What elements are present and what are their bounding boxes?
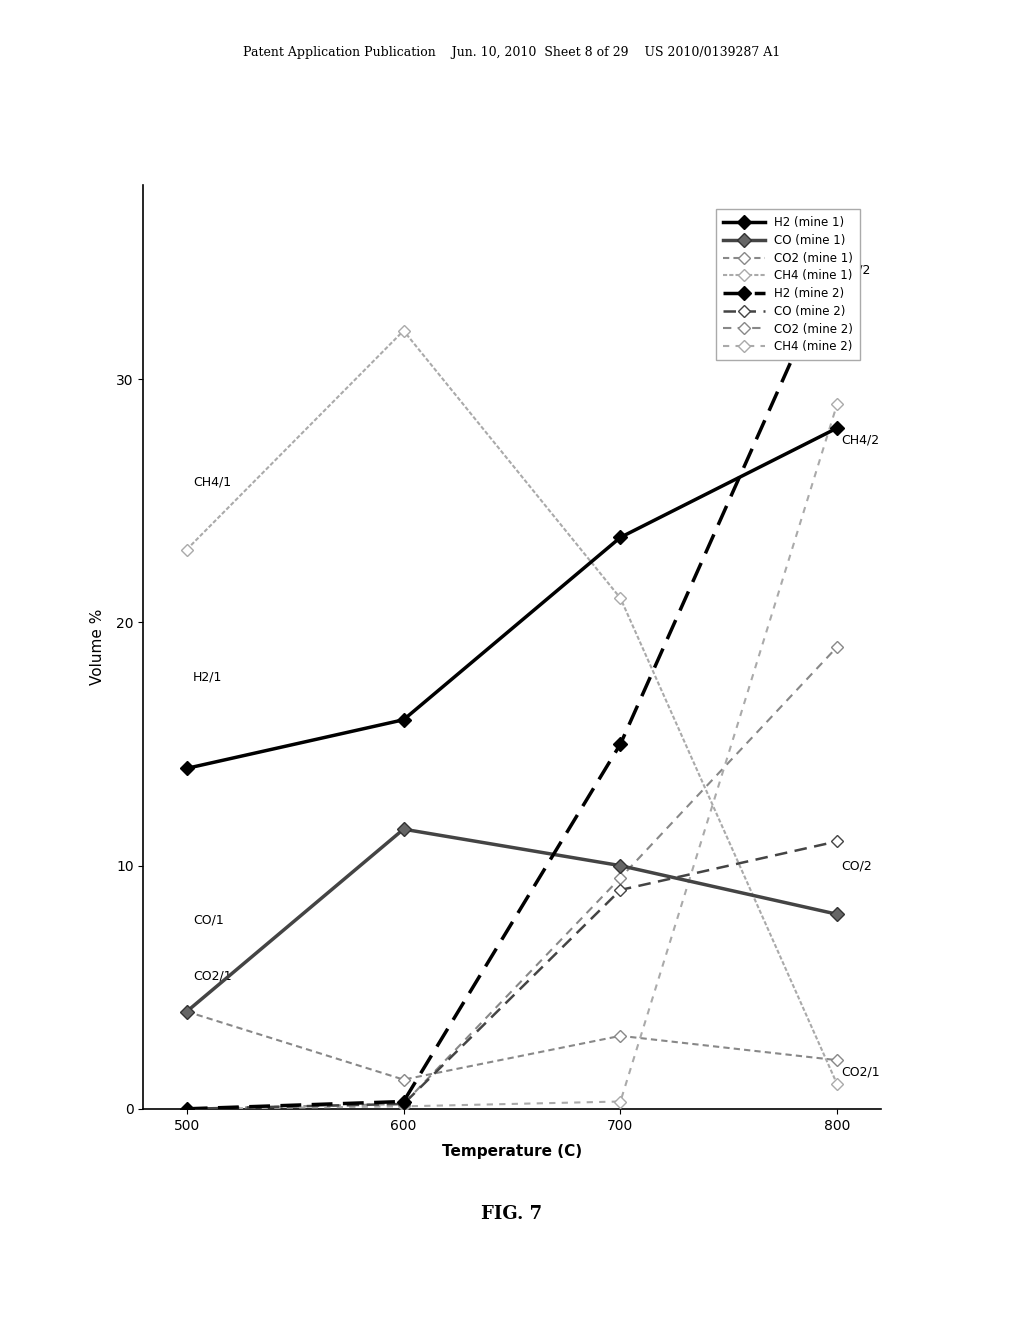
Y-axis label: Volume %: Volume % bbox=[90, 609, 104, 685]
Text: CO/1: CO/1 bbox=[194, 913, 224, 927]
Text: CO2/1: CO2/1 bbox=[842, 1065, 881, 1078]
Text: CO/2: CO/2 bbox=[842, 859, 872, 873]
Legend: H2 (mine 1), CO (mine 1), CO2 (mine 1), CH4 (mine 1), H2 (mine 2), CO (mine 2), : H2 (mine 1), CO (mine 1), CO2 (mine 1), … bbox=[716, 209, 860, 360]
Text: CH4/1: CH4/1 bbox=[194, 475, 231, 488]
Text: CH4/2: CH4/2 bbox=[842, 433, 880, 446]
Text: H2/2: H2/2 bbox=[842, 264, 871, 276]
X-axis label: Temperature (C): Temperature (C) bbox=[442, 1143, 582, 1159]
Text: H2/1: H2/1 bbox=[194, 671, 222, 684]
Text: Patent Application Publication    Jun. 10, 2010  Sheet 8 of 29    US 2010/013928: Patent Application Publication Jun. 10, … bbox=[244, 46, 780, 59]
Text: FIG. 7: FIG. 7 bbox=[481, 1205, 543, 1224]
Text: CO2/1: CO2/1 bbox=[194, 969, 231, 982]
